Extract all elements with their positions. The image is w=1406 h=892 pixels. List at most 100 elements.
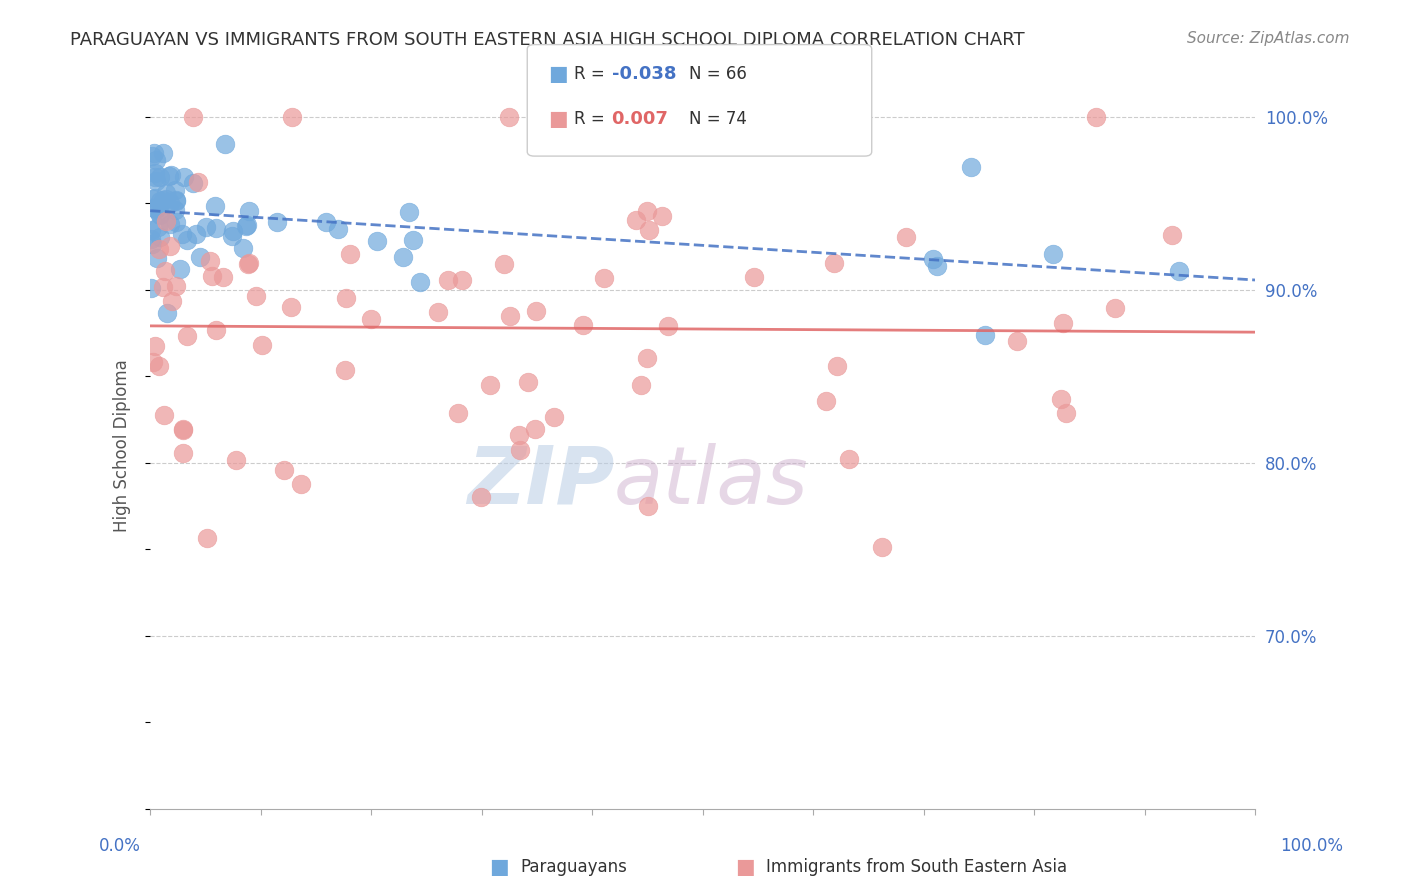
Point xyxy=(1050,392,1073,406)
Point xyxy=(470,490,492,504)
Point xyxy=(184,227,207,241)
Point xyxy=(238,256,260,270)
Point xyxy=(159,196,181,211)
Point xyxy=(630,377,652,392)
Point xyxy=(1104,301,1126,315)
Point xyxy=(236,218,259,232)
Text: 0.0%: 0.0% xyxy=(98,837,141,855)
Point xyxy=(398,204,420,219)
Point xyxy=(143,339,166,353)
Point xyxy=(238,257,260,271)
Point xyxy=(315,215,337,229)
Point xyxy=(427,305,450,319)
Point xyxy=(165,183,187,197)
Point xyxy=(637,499,659,513)
Text: ■: ■ xyxy=(489,857,509,877)
Point xyxy=(155,264,177,278)
Point xyxy=(156,305,179,319)
Point xyxy=(281,110,304,124)
Text: N = 74: N = 74 xyxy=(689,110,747,128)
Text: Source: ZipAtlas.com: Source: ZipAtlas.com xyxy=(1187,31,1350,46)
Point xyxy=(498,110,520,124)
Point xyxy=(141,236,163,251)
Point xyxy=(273,463,295,477)
Point xyxy=(141,280,163,294)
Point xyxy=(155,186,177,201)
Point xyxy=(143,169,166,184)
Point xyxy=(651,209,673,223)
Point xyxy=(143,191,166,205)
Point xyxy=(517,375,540,389)
Point xyxy=(335,291,357,305)
Point xyxy=(149,170,172,185)
Point xyxy=(172,422,194,436)
Point xyxy=(637,223,659,237)
Point xyxy=(153,408,176,422)
Point xyxy=(524,303,547,318)
Point xyxy=(280,300,302,314)
Point xyxy=(205,324,228,338)
Point xyxy=(543,409,565,424)
Point xyxy=(172,446,194,460)
Text: -0.038: -0.038 xyxy=(612,65,676,83)
Text: Paraguayans: Paraguayans xyxy=(520,858,627,876)
Point xyxy=(478,378,501,392)
Point xyxy=(143,166,166,180)
Text: 0.007: 0.007 xyxy=(612,110,668,128)
Point xyxy=(145,174,167,188)
Point xyxy=(148,359,170,374)
Text: ■: ■ xyxy=(548,109,568,128)
Point xyxy=(450,272,472,286)
Point xyxy=(149,230,172,244)
Point xyxy=(211,270,233,285)
Point xyxy=(392,251,415,265)
Point xyxy=(205,221,228,235)
Point xyxy=(823,255,845,269)
Text: N = 66: N = 66 xyxy=(689,65,747,83)
Point xyxy=(222,224,245,238)
Point xyxy=(165,193,187,207)
Point xyxy=(142,201,165,215)
Point xyxy=(176,233,198,247)
Point xyxy=(142,355,165,369)
Point xyxy=(157,169,180,183)
Point xyxy=(201,269,224,284)
Point xyxy=(155,192,177,206)
Text: ■: ■ xyxy=(548,64,568,84)
Point xyxy=(214,137,236,152)
Point xyxy=(973,327,995,342)
Text: R =: R = xyxy=(574,65,610,83)
Point xyxy=(1054,406,1077,420)
Point xyxy=(592,271,614,285)
Point xyxy=(141,148,163,162)
Point xyxy=(221,229,243,244)
Text: Immigrants from South Eastern Asia: Immigrants from South Eastern Asia xyxy=(766,858,1067,876)
Point xyxy=(149,208,172,222)
Point xyxy=(163,202,186,217)
Point xyxy=(238,204,260,219)
Point xyxy=(572,318,595,332)
Point xyxy=(145,153,167,168)
Point xyxy=(194,219,217,234)
Point xyxy=(188,250,211,264)
Point xyxy=(173,169,195,184)
Point xyxy=(838,452,860,467)
Point xyxy=(148,242,170,256)
Point xyxy=(339,247,361,261)
Point xyxy=(176,329,198,343)
Point xyxy=(169,262,191,277)
Point xyxy=(245,288,267,302)
Point xyxy=(195,531,218,545)
Point xyxy=(1160,228,1182,243)
Point xyxy=(657,319,679,334)
Point xyxy=(815,393,838,408)
Text: ■: ■ xyxy=(735,857,755,877)
Point xyxy=(360,312,382,326)
Y-axis label: High School Diploma: High School Diploma xyxy=(114,359,131,532)
Point xyxy=(143,146,166,161)
Point xyxy=(198,253,221,268)
Point xyxy=(162,294,184,309)
Point xyxy=(225,453,247,467)
Point xyxy=(827,359,849,374)
Point xyxy=(145,202,167,216)
